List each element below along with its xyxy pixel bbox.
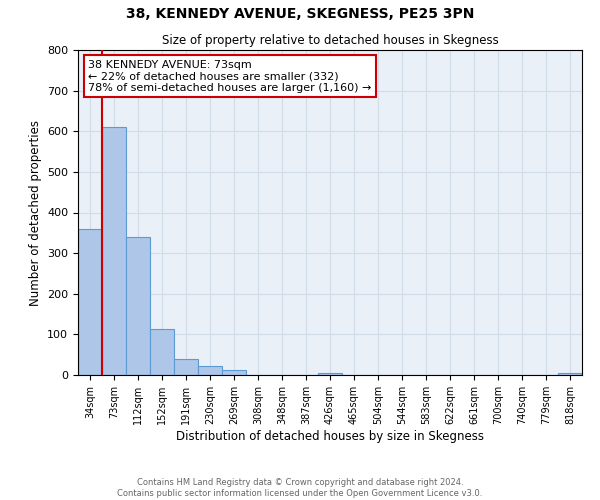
Bar bbox=[318, 373, 342, 375]
Bar bbox=[102, 127, 126, 375]
Bar bbox=[558, 373, 582, 375]
Text: 38 KENNEDY AVENUE: 73sqm
← 22% of detached houses are smaller (332)
78% of semi-: 38 KENNEDY AVENUE: 73sqm ← 22% of detach… bbox=[88, 60, 371, 93]
Bar bbox=[78, 229, 102, 375]
Bar bbox=[222, 370, 246, 375]
Title: Size of property relative to detached houses in Skegness: Size of property relative to detached ho… bbox=[161, 34, 499, 48]
Text: Contains HM Land Registry data © Crown copyright and database right 2024.
Contai: Contains HM Land Registry data © Crown c… bbox=[118, 478, 482, 498]
Text: 38, KENNEDY AVENUE, SKEGNESS, PE25 3PN: 38, KENNEDY AVENUE, SKEGNESS, PE25 3PN bbox=[126, 8, 474, 22]
Bar bbox=[198, 366, 222, 375]
Bar bbox=[150, 329, 174, 375]
X-axis label: Distribution of detached houses by size in Skegness: Distribution of detached houses by size … bbox=[176, 430, 484, 442]
Bar bbox=[174, 359, 198, 375]
Y-axis label: Number of detached properties: Number of detached properties bbox=[29, 120, 41, 306]
Bar bbox=[126, 237, 150, 375]
